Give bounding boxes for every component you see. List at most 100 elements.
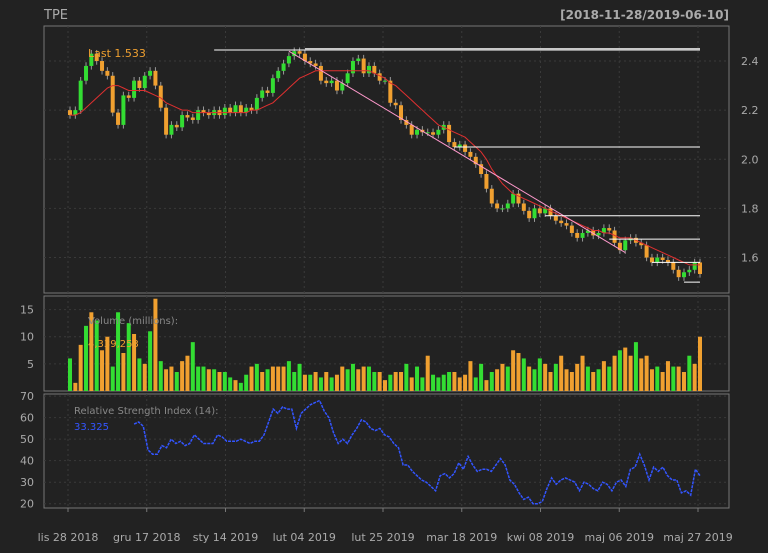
volume-bar (687, 355, 692, 391)
volume-bar (265, 369, 270, 391)
volume-bar (148, 331, 153, 391)
volume-bar (383, 380, 387, 391)
candle-body (383, 80, 387, 82)
candle-body (169, 124, 174, 135)
rsi-tick-label: 50 (20, 433, 34, 446)
moving-average-line (70, 70, 700, 266)
candle-body (548, 208, 553, 216)
price-tick-label: 1.6 (741, 252, 759, 265)
volume-bar (500, 363, 505, 391)
candle-body (100, 61, 105, 71)
candle-body (142, 75, 147, 89)
volume-panel-label: Volume (millions): (88, 316, 178, 327)
volume-bar (372, 372, 377, 391)
panel-frame-2 (43, 393, 730, 509)
volume-bar (436, 377, 441, 391)
candle-body (254, 97, 259, 111)
x-tick-label: sty 14 2019 (193, 531, 259, 544)
volume-bar (270, 366, 275, 391)
price-tick-label: 2.0 (741, 153, 759, 166)
volume-bar (254, 363, 259, 391)
volume-bar (431, 374, 436, 391)
volume-bar (628, 355, 633, 391)
candle-body (500, 208, 505, 210)
price-tick-label: 2.2 (741, 104, 759, 117)
candle-body (201, 110, 206, 113)
volume-bar (596, 369, 601, 391)
volume-bar (505, 366, 510, 391)
volume-bar (516, 353, 521, 391)
candle-body (334, 80, 339, 91)
candle-body (110, 75, 115, 113)
volume-bar (452, 372, 457, 391)
volume-bar (132, 334, 137, 391)
volume-bar (441, 374, 446, 391)
volume-bar (302, 374, 307, 391)
volume-bar (158, 361, 163, 391)
candle-body (313, 63, 318, 66)
volume-bar (543, 363, 548, 391)
volume-bar (116, 312, 121, 391)
candle-body (158, 85, 163, 108)
candle-body (580, 232, 585, 238)
volume-bar (399, 372, 404, 391)
rsi-series (133, 399, 701, 505)
volume-bar (153, 298, 158, 391)
volume-bar (564, 369, 569, 391)
volume-bar (297, 363, 302, 391)
volume-bar (366, 366, 371, 391)
volume-bar (217, 372, 222, 391)
volume-bar (260, 372, 265, 391)
volume-bar (521, 358, 526, 391)
volume-last-label: 4,339,253 (88, 339, 139, 350)
candle-body (137, 80, 142, 89)
candle-body (121, 95, 126, 125)
candle-body (324, 80, 329, 84)
candle-body (569, 225, 574, 233)
volume-bar (692, 363, 697, 391)
candle-body (260, 90, 265, 98)
candle-body (345, 73, 350, 84)
candle-body (206, 112, 211, 116)
volume-bar (313, 372, 318, 391)
volume-bar (329, 377, 334, 391)
volume-bar (527, 366, 532, 391)
volume-bar (580, 355, 585, 391)
volume-bar (575, 363, 580, 391)
candle-body (228, 107, 233, 113)
volume-tick-label: 15 (20, 304, 34, 317)
volume-bar (447, 372, 452, 391)
candle-body (559, 220, 564, 224)
candle-body (244, 107, 249, 113)
candle-body (180, 115, 185, 128)
candle-body (617, 242, 622, 251)
candle-body (692, 262, 697, 270)
volume-bar (479, 363, 484, 391)
volume-bar (617, 350, 622, 391)
candle-body (596, 232, 601, 236)
x-tick-label: maj 06 2019 (585, 531, 655, 544)
volume-bar (249, 366, 254, 391)
candle-body (409, 124, 414, 135)
volume-bar (665, 361, 670, 391)
candle-body (340, 83, 345, 91)
x-tick-label: maj 27 2019 (663, 531, 733, 544)
x-tick-label: mar 18 2019 (426, 531, 497, 544)
volume-bar (409, 377, 414, 391)
candle-body (479, 164, 484, 175)
volume-bar (286, 361, 291, 391)
candle-body (473, 156, 478, 165)
x-tick-label: gru 17 2018 (113, 531, 180, 544)
candle-body (73, 110, 78, 116)
candle-body (238, 105, 243, 113)
candle-body (681, 272, 686, 278)
chart-title: TPE (43, 8, 68, 23)
volume-bar (201, 366, 206, 391)
volume-bar (233, 380, 238, 391)
volume-bar (137, 358, 142, 391)
volume-bar (607, 366, 612, 391)
volume-bar (644, 355, 649, 391)
candle-body (431, 132, 436, 135)
volume-bar (185, 355, 190, 391)
